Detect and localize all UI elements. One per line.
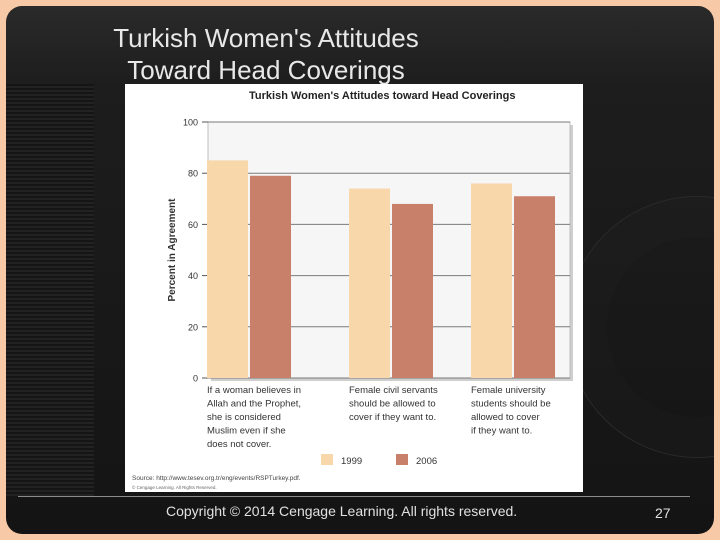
y-tick-label: 60 [188,220,198,230]
bar-2006-1 [250,175,291,378]
legend-swatch-2006 [396,454,408,465]
footer-divider [18,496,690,497]
page-number: 27 [655,505,671,521]
y-tick-label: 100 [183,118,198,128]
decorative-stripes [6,84,94,496]
x-category-label: allowed to cover [471,412,540,423]
bar-1999-2 [349,188,390,378]
x-category-label: should be allowed to [349,399,436,410]
x-category-label: Allah and the Prophet, [207,399,301,410]
y-tick-label: 0 [193,374,198,384]
slide-title: Turkish Women's Attitudes Toward Head Co… [113,23,419,85]
chart-figure: Turkish Women's Attitudes toward Head Co… [125,84,583,492]
bar-1999-3 [471,183,512,378]
x-category-label: Muslim even if she [207,426,286,437]
credit-note: © Cengage Learning. All Rights Reserved. [132,484,217,490]
legend-label: 1999 [341,456,362,467]
x-category-label: does not cover. [207,439,271,450]
x-category-label: Female university [471,385,546,396]
chart-title: Turkish Women's Attitudes toward Head Co… [249,90,515,102]
x-category-label: cover if they want to. [349,412,436,423]
legend-label: 2006 [416,456,437,467]
copyright-text: Copyright © 2014 Cengage Learning. All r… [166,503,518,519]
legend-swatch-1999 [321,454,333,465]
bar-2006-3 [514,196,555,378]
source-note: Source: http://www.tesev.org.tr/eng/even… [132,475,301,482]
x-category-label: if they want to. [471,426,532,437]
y-axis-label: Percent in Agreement [167,198,178,302]
x-category-label: Female civil servants [349,385,438,396]
y-tick-label: 40 [188,271,198,281]
x-category-label: If a woman believes in [207,385,301,396]
bar-2006-2 [392,203,433,378]
y-tick-label: 20 [188,322,198,332]
globe-watermark [566,196,714,458]
y-tick-label: 80 [188,169,198,179]
bar-1999-1 [207,160,248,378]
bar-chart: Turkish Women's Attitudes toward Head Co… [132,90,573,490]
x-category-label: she is considered [207,412,281,423]
x-category-label: students should be [471,399,551,410]
